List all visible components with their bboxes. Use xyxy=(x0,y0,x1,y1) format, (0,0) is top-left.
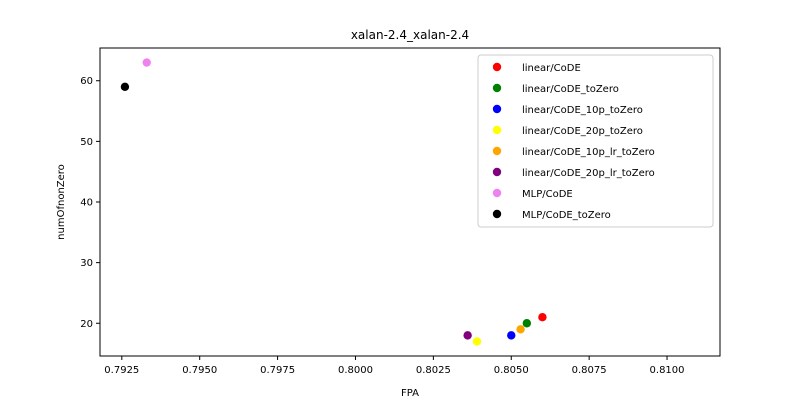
data-point xyxy=(516,325,525,334)
legend-label: linear/CoDE_20p_toZero xyxy=(522,126,643,137)
legend-label: MLP/CoDE xyxy=(522,189,573,200)
legend-marker xyxy=(492,209,502,219)
x-tick-label: 0.8050 xyxy=(494,365,529,376)
y-tick-label: 40 xyxy=(80,198,93,209)
legend-label: linear/CoDE_20p_lr_toZero xyxy=(522,168,655,179)
data-point xyxy=(538,312,547,322)
legend-label: MLP/CoDE_toZero xyxy=(522,210,611,221)
y-tick-label: 50 xyxy=(80,137,93,148)
legend-marker xyxy=(492,146,502,156)
y-tick-label: 20 xyxy=(80,319,93,330)
data-point xyxy=(142,58,151,67)
y-tick-label: 30 xyxy=(80,258,93,269)
legend-label: linear/CoDE_10p_lr_toZero xyxy=(522,147,655,158)
legend-label: linear/CoDE xyxy=(522,63,581,74)
legend-marker xyxy=(492,125,502,135)
legend: linear/CoDE linear/CoDE_toZero linear/CoDE… xyxy=(477,54,714,228)
x-tick-label: 0.8000 xyxy=(338,365,373,376)
legend-label: linear/CoDE_10p_toZero xyxy=(522,105,643,116)
legend-label: linear/CoDE_toZero xyxy=(522,84,619,95)
y-tick-label: 60 xyxy=(80,76,93,87)
x-tick-label: 0.7975 xyxy=(260,365,295,376)
x-axis: 0.7925 0.7950 0.7975 0.8000 0.8025 0.8050 0.80… xyxy=(104,356,685,376)
legend-marker xyxy=(492,167,502,177)
data-point xyxy=(472,337,482,346)
x-tick-label: 0.7925 xyxy=(104,365,139,376)
y-axis: 20 30 40 50 60 xyxy=(80,76,100,330)
x-tick-label: 0.7950 xyxy=(182,365,217,376)
data-point xyxy=(463,331,472,340)
x-tick-label: 0.8025 xyxy=(416,365,451,376)
legend-marker xyxy=(492,104,502,114)
legend-marker xyxy=(492,188,502,198)
legend-box xyxy=(477,54,714,228)
data-point xyxy=(522,319,532,328)
data-point xyxy=(507,331,516,340)
x-axis-label: FPA xyxy=(401,388,419,399)
data-point xyxy=(120,82,130,92)
y-axis-label: numOfnonZero xyxy=(56,164,67,240)
chart-title: xalan-2.4_xalan-2.4 xyxy=(351,28,469,42)
data-points xyxy=(120,58,547,346)
x-tick-label: 0.8075 xyxy=(572,365,607,376)
legend-marker xyxy=(492,83,502,93)
legend-marker xyxy=(492,62,502,72)
x-tick-label: 0.8100 xyxy=(650,365,685,376)
